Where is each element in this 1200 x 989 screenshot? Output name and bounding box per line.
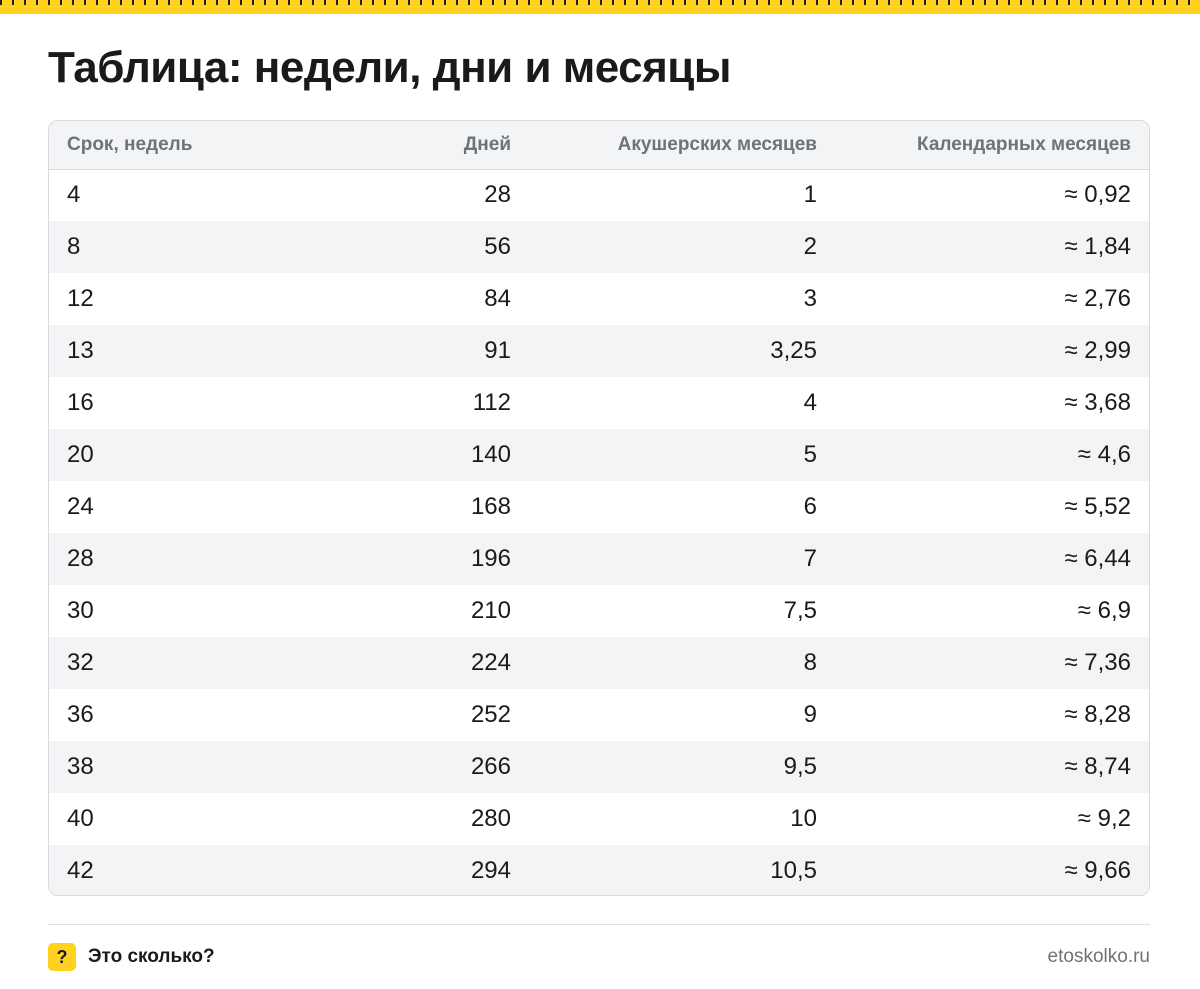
column-header-days: Дней [359, 121, 529, 170]
table-row: 16 112 4 ≈ 3,68 [49, 377, 1149, 429]
cell-weeks: 8 [67, 233, 81, 260]
cell-days: 84 [484, 285, 511, 312]
cell-obstetric-months: 2 [803, 233, 817, 260]
column-header-calendar-months: Календарных месяцев [835, 121, 1149, 170]
ruler-strip [0, 0, 1200, 14]
cell-calendar-months: ≈ 8,28 [1064, 701, 1131, 728]
cell-calendar-months: ≈ 4,6 [1077, 441, 1131, 468]
cell-weeks: 13 [67, 337, 94, 364]
cell-obstetric-months: 3,25 [770, 337, 817, 364]
table-row: 28 196 7 ≈ 6,44 [49, 533, 1149, 585]
cell-calendar-months: ≈ 7,36 [1064, 649, 1131, 676]
table-row: 38 266 9,5 ≈ 8,74 [49, 741, 1149, 793]
cell-calendar-months: ≈ 6,44 [1064, 545, 1131, 572]
cell-days: 210 [470, 597, 511, 624]
cell-days: 294 [470, 857, 511, 884]
cell-obstetric-months: 7 [803, 545, 817, 572]
table-header: Срок, недель Дней Акушерских месяцев Кал… [49, 121, 1149, 170]
cell-days: 168 [470, 493, 511, 520]
cell-obstetric-months: 8 [803, 649, 817, 676]
cell-calendar-months: ≈ 1,84 [1064, 233, 1131, 260]
cell-calendar-months: ≈ 2,76 [1064, 285, 1131, 312]
cell-days: 91 [484, 337, 511, 364]
cell-days: 252 [470, 701, 511, 728]
cell-weeks: 24 [67, 493, 94, 520]
cell-obstetric-months: 5 [803, 441, 817, 468]
cell-obstetric-months: 6 [803, 493, 817, 520]
cell-days: 140 [470, 441, 511, 468]
cell-obstetric-months: 10 [790, 805, 817, 832]
cell-days: 196 [470, 545, 511, 572]
cell-days: 280 [470, 805, 511, 832]
cell-obstetric-months: 3 [803, 285, 817, 312]
table-row: 12 84 3 ≈ 2,76 [49, 273, 1149, 325]
cell-calendar-months: ≈ 3,68 [1064, 389, 1131, 416]
table-row: 4 28 1 ≈ 0,92 [49, 169, 1149, 221]
cell-weeks: 16 [67, 389, 94, 416]
cell-weeks: 30 [67, 597, 94, 624]
cell-obstetric-months: 4 [803, 389, 817, 416]
table-row: 40 280 10 ≈ 9,2 [49, 793, 1149, 845]
cell-weeks: 42 [67, 857, 94, 884]
brand-name: Это сколько? [88, 946, 215, 967]
footer-divider [48, 924, 1150, 925]
table-body: 4 28 1 ≈ 0,92 8 56 2 ≈ 1,84 12 84 3 ≈ 2,76 13 91 3,25 ≈… [49, 169, 1149, 895]
table-row: 42 294 10,5 ≈ 9,66 [49, 845, 1149, 895]
cell-calendar-months: ≈ 6,9 [1077, 597, 1131, 624]
cell-calendar-months: ≈ 5,52 [1064, 493, 1131, 520]
conversion-table-card: Срок, недель Дней Акушерских месяцев Кал… [48, 120, 1150, 896]
cell-calendar-months: ≈ 8,74 [1064, 753, 1131, 780]
cell-weeks: 20 [67, 441, 94, 468]
cell-calendar-months: ≈ 0,92 [1064, 181, 1131, 209]
cell-days: 56 [484, 233, 511, 260]
cell-weeks: 36 [67, 701, 94, 728]
table-row: 36 252 9 ≈ 8,28 [49, 689, 1149, 741]
cell-obstetric-months: 10,5 [770, 857, 817, 884]
table-row: 24 168 6 ≈ 5,52 [49, 481, 1149, 533]
cell-weeks: 4 [67, 181, 81, 209]
brand-link[interactable]: ? Это сколько? [48, 942, 215, 972]
column-header-obstetric-months: Акушерских месяцев [529, 121, 835, 170]
cell-weeks: 32 [67, 649, 94, 676]
cell-weeks: 28 [67, 545, 94, 572]
table-row: 30 210 7,5 ≈ 6,9 [49, 585, 1149, 637]
page-title: Таблица: недели, дни и месяцы [48, 43, 731, 92]
cell-days: 112 [472, 389, 511, 416]
cell-weeks: 40 [67, 805, 94, 832]
table-row: 32 224 8 ≈ 7,36 [49, 637, 1149, 689]
cell-obstetric-months: 9,5 [783, 753, 817, 780]
table-header-row: Срок, недель Дней Акушерских месяцев Кал… [49, 121, 1149, 170]
table-row: 13 91 3,25 ≈ 2,99 [49, 325, 1149, 377]
cell-days: 28 [484, 181, 511, 209]
cell-obstetric-months: 1 [803, 181, 817, 209]
table-row: 20 140 5 ≈ 4,6 [49, 429, 1149, 481]
conversion-table: Срок, недель Дней Акушерских месяцев Кал… [49, 121, 1149, 895]
cell-obstetric-months: 7,5 [783, 597, 817, 624]
cell-calendar-months: ≈ 9,66 [1064, 857, 1131, 884]
cell-calendar-months: ≈ 2,99 [1064, 337, 1131, 364]
column-header-weeks: Срок, недель [49, 121, 359, 170]
question-mark-icon: ? [48, 943, 76, 971]
table-row: 8 56 2 ≈ 1,84 [49, 221, 1149, 273]
cell-weeks: 38 [67, 753, 94, 780]
cell-days: 224 [470, 649, 511, 676]
cell-obstetric-months: 9 [803, 701, 817, 728]
cell-weeks: 12 [67, 285, 94, 312]
site-url[interactable]: etoskolko.ru [1047, 946, 1150, 967]
cell-days: 266 [470, 753, 511, 780]
cell-calendar-months: ≈ 9,2 [1077, 805, 1131, 832]
